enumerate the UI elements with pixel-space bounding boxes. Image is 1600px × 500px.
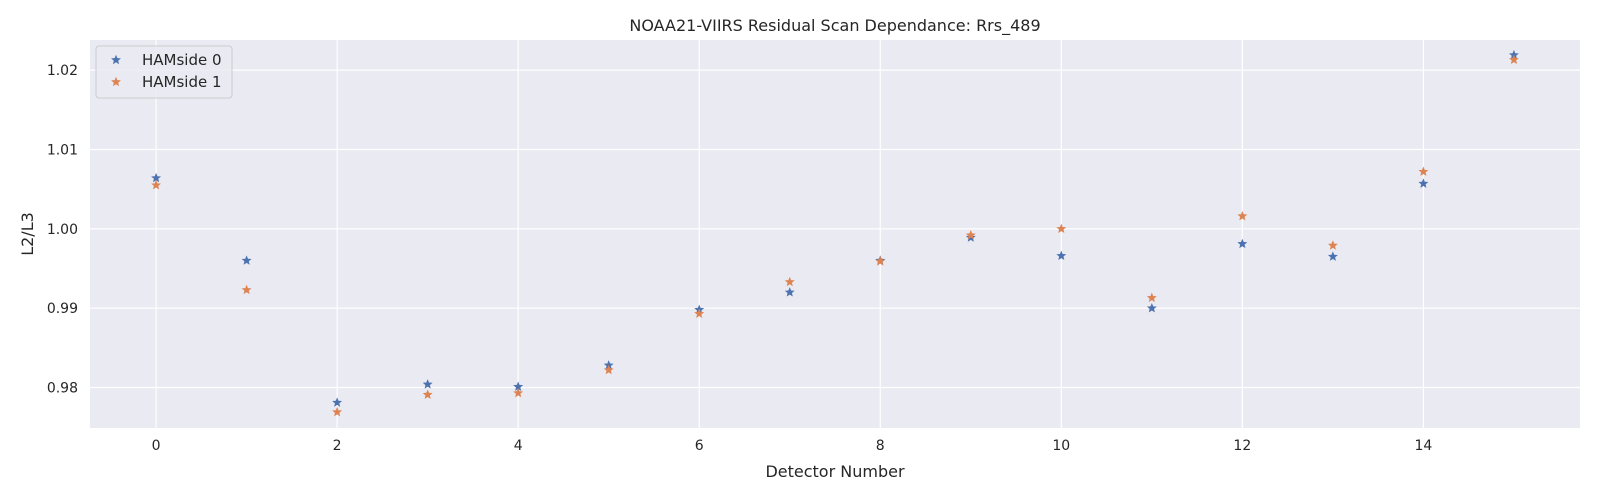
y-axis-label: L2/L3 <box>18 212 37 256</box>
x-tick-label: 2 <box>333 438 342 454</box>
data-point <box>1327 240 1338 250</box>
data-point <box>422 389 433 399</box>
data-point <box>1146 302 1157 313</box>
legend-marker <box>111 54 121 65</box>
plot-area <box>90 40 1580 428</box>
legend: HAMside 0 HAMside 1 <box>95 45 233 99</box>
data-point <box>422 379 433 389</box>
data-point <box>1418 166 1429 176</box>
data-point <box>1056 223 1067 234</box>
data-point <box>1056 250 1067 261</box>
data-point <box>241 255 252 265</box>
data-point <box>241 284 252 295</box>
legend-marker <box>111 76 121 87</box>
data-point <box>151 172 162 183</box>
data-point <box>1327 251 1338 261</box>
data-point <box>513 381 524 391</box>
x-axis-label: Detector Number <box>765 462 905 481</box>
data-point <box>151 180 162 190</box>
data-point <box>694 308 705 318</box>
data-point <box>603 360 614 370</box>
grid-lines <box>90 40 1580 428</box>
data-point <box>784 276 795 287</box>
y-tick-label: 1.01 <box>47 142 78 158</box>
data-point <box>1237 238 1248 249</box>
chart-title: NOAA21-VIIRS Residual Scan Dependance: R… <box>629 16 1040 36</box>
data-point <box>1508 49 1519 60</box>
data-point <box>875 256 886 266</box>
data-point <box>1418 178 1429 188</box>
y-tick-label: 1.02 <box>47 63 78 79</box>
x-tick-label: 10 <box>1052 438 1070 454</box>
legend-label: HAMside 0 <box>142 51 222 69</box>
data-point <box>603 364 614 375</box>
x-tick-label: 0 <box>152 438 161 454</box>
data-point <box>332 406 343 417</box>
data-point <box>965 229 976 240</box>
data-point <box>1146 292 1157 303</box>
x-tick-label: 12 <box>1233 438 1251 454</box>
x-tick-label: 6 <box>695 438 704 454</box>
y-tick-label: 0.99 <box>47 301 78 317</box>
data-point <box>513 387 524 398</box>
data-series <box>151 49 1519 417</box>
y-tick-label: 0.98 <box>47 381 78 397</box>
legend-box <box>95 45 233 99</box>
x-tick-labels: 0 2 4 6 8 10 12 14 <box>152 438 1433 454</box>
legend-label: HAMside 1 <box>142 73 222 91</box>
data-point <box>332 397 343 407</box>
y-tick-labels: 0.98 0.99 1.00 1.01 1.02 <box>47 63 78 396</box>
data-point <box>784 287 795 297</box>
data-point <box>1508 54 1519 65</box>
y-tick-label: 1.00 <box>47 222 78 238</box>
data-point <box>1237 210 1248 221</box>
x-tick-label: 8 <box>876 438 885 454</box>
x-tick-label: 14 <box>1414 438 1432 454</box>
series-1 <box>151 54 1519 417</box>
x-tick-label: 4 <box>514 438 523 454</box>
